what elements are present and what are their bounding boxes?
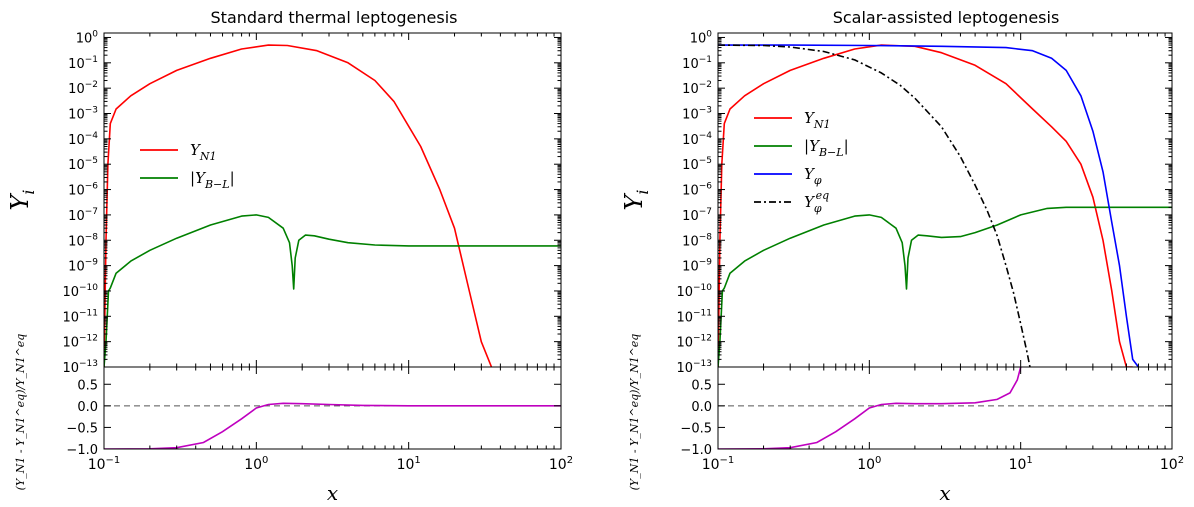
y-tick-label: 10−8 — [682, 232, 712, 249]
panel-1: Standard thermal leptogenesis 100 10−1 10−2… — [6, 8, 573, 505]
y-tick-label: 10−3 — [68, 106, 98, 123]
ratio-y-tick-label: −1.0 — [66, 443, 98, 458]
legend-label-0: YN1 — [190, 141, 217, 163]
y-tick-label: 10−6 — [682, 182, 712, 199]
y-tick-label: 10−5 — [682, 156, 712, 173]
y-tick-label: 10−13 — [676, 359, 712, 376]
legend-label-3: Yφeq — [804, 189, 829, 215]
y-tick-label: 10−11 — [62, 308, 98, 325]
y-tick-label: 10−7 — [682, 207, 712, 224]
y-tick-label: 10−6 — [68, 182, 98, 199]
ratio-y-tick-label: −0.5 — [680, 421, 712, 436]
ratio-axes-frame — [103, 366, 562, 450]
series-line-1 — [718, 206, 1172, 367]
ratio-line — [104, 402, 561, 449]
panel-2: Scalar-assisted leptogenesis 100 10−1 10−2 1… — [620, 8, 1184, 505]
x-tick-label: 101 — [397, 455, 421, 473]
y-tick-label: 10−1 — [68, 55, 98, 72]
y-tick-label: 10−4 — [682, 131, 712, 148]
ratio-y-tick-label: −1.0 — [680, 443, 712, 458]
x-tick-label: 10−1 — [702, 455, 735, 473]
series-line-2 — [718, 44, 1140, 367]
y-axis-label: Yi — [6, 190, 38, 211]
series-line-0 — [104, 44, 493, 367]
chart-title: Scalar-assisted leptogenesis — [833, 8, 1060, 27]
y-tick-label: 10−9 — [68, 258, 98, 275]
y-tick-label: 10−9 — [682, 258, 712, 275]
main-axes-frame — [103, 32, 562, 368]
y-tick-label: 10−12 — [676, 334, 712, 351]
legend-label-1: |YB−L| — [804, 137, 849, 159]
y-tick-label: 10−10 — [676, 283, 712, 300]
legend-label-0: YN1 — [804, 109, 831, 131]
y-tick-label: 10−12 — [62, 334, 98, 351]
y-tick-label: 10−13 — [62, 359, 98, 376]
y-axis-label: Yi — [620, 190, 652, 211]
x-tick-label: 102 — [549, 455, 573, 473]
legend: YN1 |YB−L| — [140, 141, 235, 191]
ratio-line — [718, 367, 1022, 449]
main-axes-frame — [717, 32, 1173, 368]
y-tick-label: 10−5 — [68, 156, 98, 173]
y-tick-label: 10−7 — [68, 207, 98, 224]
legend-label-1: |YB−L| — [190, 169, 235, 191]
x-tick-label: 101 — [1009, 455, 1033, 473]
y-tick-label: 100 — [690, 29, 713, 46]
y-tick-label: 10−10 — [62, 283, 98, 300]
y-tick-label: 10−8 — [68, 232, 98, 249]
x-axis-label: x — [327, 481, 338, 505]
x-tick-label: 100 — [857, 455, 881, 473]
y-tick-label: 10−4 — [68, 131, 98, 148]
x-tick-label: 10−1 — [88, 455, 121, 473]
legend-label-2: Yφ — [804, 165, 822, 187]
y-tick-label: 10−11 — [676, 308, 712, 325]
y-tick-label: 10−2 — [68, 80, 98, 97]
ratio-y-tick-label: 0.5 — [77, 378, 98, 393]
x-tick-label: 100 — [244, 455, 268, 473]
ratio-y-tick-label: −0.5 — [66, 421, 98, 436]
chart-title: Standard thermal leptogenesis — [211, 8, 458, 27]
y-tick-label: 10−1 — [682, 55, 712, 72]
ratio-axis-label: (Y_N1 - Y_N1^eq)/Y_N1^eq — [628, 334, 641, 491]
ratio-y-tick-label: 0.0 — [77, 400, 98, 415]
series-line-1 — [104, 214, 561, 367]
y-tick-label: 100 — [76, 29, 99, 46]
y-tick-label: 10−3 — [682, 106, 712, 123]
series-line-3 — [718, 44, 1031, 367]
series-line-0 — [718, 44, 1133, 367]
ratio-axis-label: (Y_N1 - Y_N1^eq)/Y_N1^eq — [14, 334, 27, 491]
x-tick-label: 102 — [1160, 455, 1184, 473]
ratio-axes-frame — [717, 366, 1173, 450]
ratio-y-tick-label: 0.5 — [691, 378, 712, 393]
series-group — [104, 44, 561, 367]
series-group — [718, 44, 1172, 367]
y-tick-label: 10−2 — [682, 80, 712, 97]
x-axis-label: x — [939, 481, 950, 505]
ratio-y-tick-label: 0.0 — [691, 400, 712, 415]
